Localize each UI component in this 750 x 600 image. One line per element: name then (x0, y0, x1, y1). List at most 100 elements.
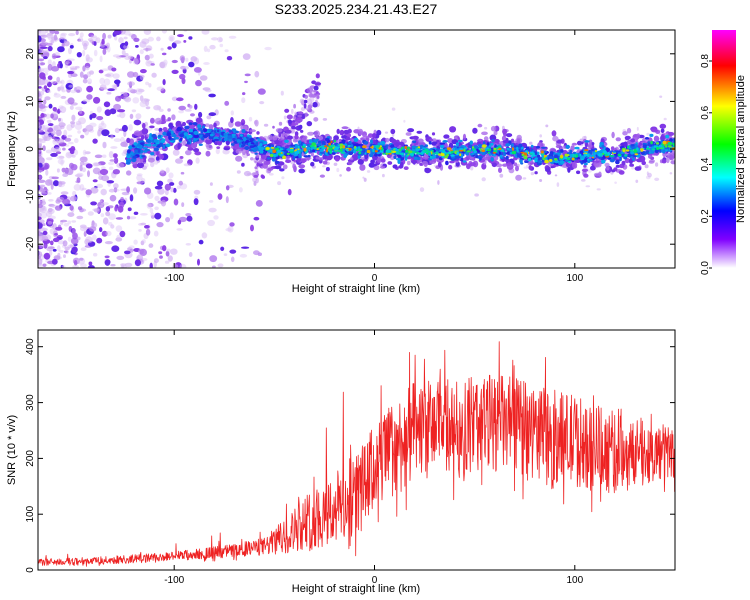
heatmap-cell-1086 (581, 179, 586, 182)
heatmap-cell-2657 (651, 128, 658, 133)
heatmap-cell-1158 (654, 177, 660, 181)
heatmap-cell-250 (176, 185, 181, 190)
heatmap-cell-237 (82, 149, 87, 156)
heatmap-cell-828 (59, 62, 63, 69)
heatmap-cell-403 (82, 65, 86, 72)
heatmap-cell-3983 (272, 149, 277, 153)
heatmap-cell-125 (60, 79, 65, 85)
heatmap-cell-986 (133, 187, 138, 194)
heatmap-cell-182 (82, 49, 86, 57)
heatmap-cell-3498 (641, 151, 645, 155)
heatmap-cell-1350 (291, 125, 296, 130)
heatmap-cell-3848 (428, 141, 432, 145)
heatmap-cell-2522 (301, 158, 307, 163)
heatmap-cell-1347 (310, 102, 314, 106)
heatmap-cell-3851 (630, 144, 635, 147)
heatmap-cell-898 (71, 154, 76, 158)
heatmap-cell-680 (108, 161, 115, 166)
heatmap-cell-4138 (392, 150, 397, 153)
heatmap-cell-320 (224, 100, 230, 106)
heatmap-cell-102 (185, 243, 191, 246)
heatmap-cell-262 (92, 179, 98, 183)
heatmap-cell-1104 (522, 177, 527, 180)
heatmap-cell-2827 (197, 127, 203, 131)
heatmap-cell-1002 (70, 195, 77, 202)
heatmap-cell-4125 (354, 145, 357, 149)
heatmap-cell-560 (69, 45, 74, 49)
heatmap-cell-47 (120, 136, 125, 143)
heatmap-cell-3673 (559, 160, 565, 164)
heatmap-cell-1334 (312, 101, 318, 108)
heatmap-cell-882 (50, 152, 58, 157)
heatmap-cell-3547 (284, 139, 289, 143)
heatmap-cell-458 (39, 104, 46, 109)
heatmap-cell-588 (225, 196, 229, 204)
heatmap-cell-516 (109, 194, 117, 202)
heatmap-cell-59 (88, 261, 93, 266)
spectrogram-y-tick-label-1: -10 (25, 189, 36, 204)
heatmap-cell-915 (38, 221, 43, 229)
heatmap-cell-2675 (205, 150, 211, 157)
heatmap-cell-1160 (499, 173, 504, 178)
heatmap-cell-489 (176, 97, 184, 102)
heatmap-cell-222 (84, 151, 91, 155)
heatmap-cell-1006 (81, 187, 87, 191)
heatmap-cell-378 (181, 66, 189, 70)
heatmap-cell-1133 (554, 174, 558, 177)
heatmap-cell-366 (45, 210, 53, 218)
heatmap-cell-1948 (194, 151, 202, 156)
heatmap-cell-2369 (580, 141, 584, 145)
heatmap-cell-2113 (162, 127, 168, 132)
heatmap-cell-415 (87, 170, 90, 178)
heatmap-cell-681 (87, 211, 94, 216)
heatmap-cell-302 (52, 107, 57, 112)
heatmap-cell-4056 (573, 154, 577, 158)
heatmap-cell-4133 (564, 153, 570, 157)
heatmap-cell-3668 (235, 130, 240, 134)
heatmap-cell-143 (165, 250, 170, 257)
heatmap-cell-2937 (465, 151, 470, 156)
heatmap-cell-3910 (362, 145, 367, 149)
heatmap-cell-200 (119, 230, 126, 238)
heatmap-cell-3280 (455, 142, 459, 147)
spectrogram-x-label: Height of straight line (km) (292, 283, 420, 295)
heatmap-cell-2519 (349, 157, 354, 161)
heatmap-cell-58 (208, 93, 216, 98)
heatmap-cell-1444 (319, 174, 325, 178)
heatmap-cell-3618 (228, 138, 233, 142)
heatmap-cell-3518 (319, 151, 325, 154)
heatmap-cell-3922 (625, 149, 630, 152)
heatmap-cell-146 (178, 105, 186, 111)
heatmap-cell-3599 (583, 162, 588, 166)
heatmap-cell-3386 (295, 156, 299, 159)
heatmap-cell-545 (57, 46, 65, 53)
heatmap-cell-922 (38, 216, 42, 221)
heatmap-cell-372 (141, 38, 150, 45)
heatmap-cell-3516 (475, 154, 479, 159)
heatmap-cell-1286 (294, 111, 298, 116)
heatmap-cell-1009 (56, 155, 65, 160)
heatmap-cell-468 (88, 32, 95, 38)
heatmap-cell-184 (96, 237, 103, 244)
heatmap-cell-1043 (41, 191, 48, 195)
heatmap-cell-648 (123, 93, 129, 97)
heatmap-cell-2721 (223, 147, 230, 151)
heatmap-cell-2320 (359, 164, 366, 171)
heatmap-cell-3551 (615, 150, 621, 153)
heatmap-cell-4166 (265, 147, 270, 150)
heatmap-cell-2543 (618, 170, 625, 175)
heatmap-cell-416 (102, 141, 107, 149)
snr-y-tick-label-0: 0 (25, 567, 36, 573)
heatmap-cell-354 (140, 69, 147, 74)
heatmap-cell-891 (199, 75, 208, 81)
heatmap-cell-756 (38, 258, 43, 265)
heatmap-cell-3319 (393, 155, 397, 160)
heatmap-cell-1170 (523, 166, 528, 169)
heatmap-cell-3745 (186, 134, 190, 140)
heatmap-cell-635 (50, 36, 59, 41)
heatmap-cell-224 (124, 53, 129, 57)
heatmap-cell-868 (172, 264, 179, 268)
heatmap-cell-479 (67, 47, 72, 55)
heatmap-cell-256 (76, 172, 84, 178)
heatmap-cell-4154 (378, 147, 382, 150)
